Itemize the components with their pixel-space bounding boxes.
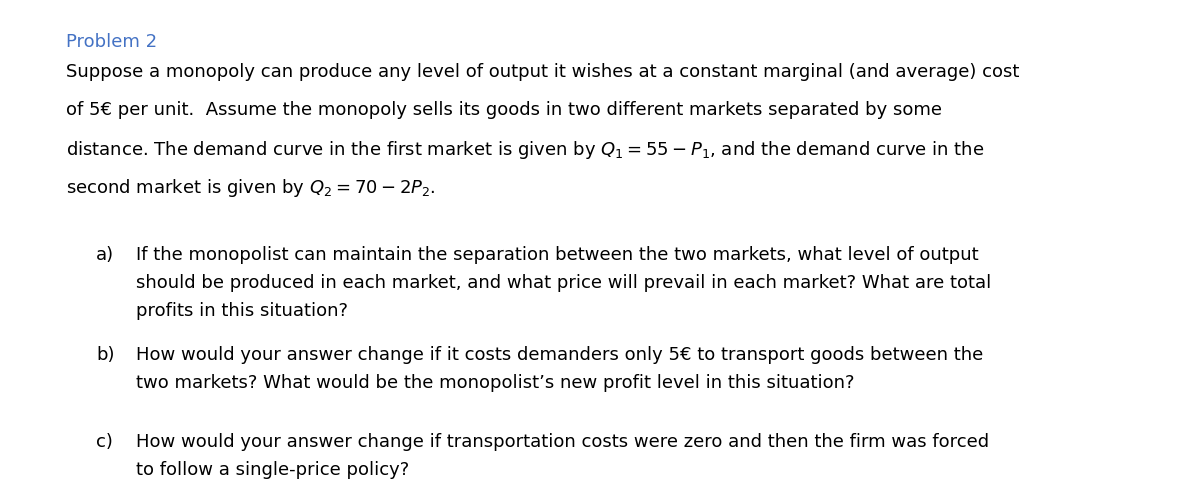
Text: b): b)	[96, 346, 114, 364]
Text: a): a)	[96, 246, 114, 264]
Text: c): c)	[96, 433, 113, 451]
Text: distance. The demand curve in the first market is given by $Q_1 = 55 - P_1$, and: distance. The demand curve in the first …	[66, 139, 984, 161]
Text: should be produced in each market, and what price will prevail in each market? W: should be produced in each market, and w…	[136, 274, 991, 292]
Text: If the monopolist can maintain the separation between the two markets, what leve: If the monopolist can maintain the separ…	[136, 246, 979, 264]
Text: two markets? What would be the monopolist’s new profit level in this situation?: two markets? What would be the monopolis…	[136, 374, 854, 392]
Text: How would your answer change if it costs demanders only 5€ to transport goods be: How would your answer change if it costs…	[136, 346, 983, 364]
Text: profits in this situation?: profits in this situation?	[136, 302, 348, 320]
Text: to follow a single-price policy?: to follow a single-price policy?	[136, 461, 409, 479]
Text: second market is given by $Q_2 = 70 - 2P_2$.: second market is given by $Q_2 = 70 - 2P…	[66, 177, 436, 199]
Text: How would your answer change if transportation costs were zero and then the firm: How would your answer change if transpor…	[136, 433, 989, 451]
Text: Suppose a monopoly can produce any level of output it wishes at a constant margi: Suppose a monopoly can produce any level…	[66, 63, 1019, 81]
Text: of 5€ per unit.  Assume the monopoly sells its goods in two different markets se: of 5€ per unit. Assume the monopoly sell…	[66, 101, 942, 119]
Text: Problem 2: Problem 2	[66, 33, 157, 51]
